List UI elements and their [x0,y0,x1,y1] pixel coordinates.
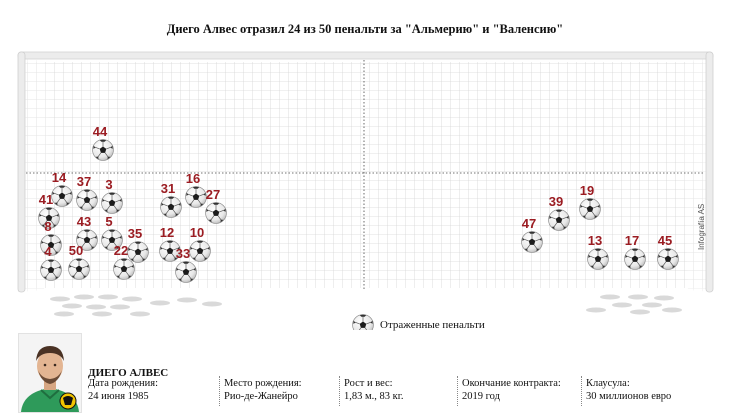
birth-date-label: Дата рождения: [88,378,159,389]
penalty-number-label: 45 [658,233,672,248]
soccer-ball-icon [51,185,73,207]
penalty-number-label: 44 [93,124,108,139]
soccer-ball-icon [68,258,90,280]
height-weight-label: Рост и вес: [344,378,393,389]
contract-end-label: Окончание контракта: [462,378,561,389]
penalty-ball-39: 39 [548,194,570,231]
penalty-ball-44: 44 [92,124,114,161]
soccer-ball-icon [185,186,207,208]
separator [339,376,341,406]
penalty-ball-10: 10 [189,225,211,262]
penalty-ball-45: 45 [657,233,679,270]
penalty-number-label: 35 [128,226,142,241]
penalty-ball-3: 3 [101,177,123,214]
penalty-ball-16: 16 [185,171,207,208]
credit-text: Infografía AS [697,203,706,250]
separator [219,376,221,406]
penalty-ball-33: 33 [175,246,197,283]
soccer-ball-icon [92,139,114,161]
penalty-ball-8: 8 [40,219,62,256]
penalty-number-label: 19 [580,183,594,198]
soccer-ball-icon [521,231,543,253]
release-clause-cell: Клаусула: 30 миллионов евро [586,377,671,403]
soccer-ball-icon [160,196,182,218]
soccer-ball-icon [548,209,570,231]
penalty-number-label: 41 [39,192,53,207]
penalty-ball-22: 22 [113,243,135,280]
separator [457,376,459,406]
separator [581,376,583,406]
release-clause-value: 30 миллионов евро [586,391,672,402]
penalty-number-label: 16 [186,171,200,186]
contract-end-value: 2019 год [462,391,500,402]
penalty-number-label: 10 [190,225,204,240]
penalty-number-label: 4 [44,244,52,259]
penalty-ball-12: 12 [159,225,181,262]
birth-date-value: 24 июня 1985 [88,391,149,402]
penalty-ball-19: 19 [579,183,601,220]
player-name: ДИЕГО АЛВЕС [88,367,169,379]
penalty-number-label: 12 [160,225,174,240]
penalty-ball-37: 37 [76,174,98,211]
soccer-ball-icon [40,259,62,281]
penalty-number-label: 8 [44,219,51,234]
penalty-number-label: 47 [522,216,536,231]
contract-end-cell: Окончание контракта: 2019 год [462,377,561,403]
penalty-ball-4: 4 [40,244,62,281]
soccer-ball-icon [175,261,197,283]
legend: Отраженные пенальти [352,314,485,336]
soccer-ball-icon [205,202,227,224]
penalty-number-label: 39 [549,194,563,209]
soccer-ball-icon [624,248,646,270]
soccer-ball-icon [127,241,149,263]
penalty-number-label: 50 [69,243,83,258]
penalty-number-label: 37 [77,174,91,189]
penalty-ball-41: 41 [38,192,60,229]
soccer-ball-icon [189,240,211,262]
player-photo [18,333,82,413]
penalty-number-label: 17 [625,233,639,248]
soccer-ball-icon [657,248,679,270]
penalty-ball-31: 31 [160,181,182,218]
penalty-ball-47: 47 [521,216,543,253]
penalty-ball-17: 17 [624,233,646,270]
release-clause-label: Клаусула: [586,378,630,389]
birth-place-label: Место рождения: [224,378,302,389]
penalty-number-label: 31 [161,181,175,196]
soccer-ball-icon [101,192,123,214]
penalty-ball-27: 27 [205,187,227,224]
penalty-number-label: 22 [114,243,128,258]
soccer-ball-icon [579,198,601,220]
player-bio: ДИЕГО АЛВЕС Дата рождения: 24 июня 1985 … [0,333,730,413]
soccer-ball-icon [76,189,98,211]
penalty-ball-14: 14 [51,170,73,207]
soccer-ball-icon [587,248,609,270]
birth-date-cell: Дата рождения: 24 июня 1985 [88,377,158,403]
penalty-ball-13: 13 [587,233,609,270]
chart-title: Диего Алвес отразил 24 из 50 пенальти за… [166,22,564,36]
penalty-number-label: 43 [77,214,91,229]
penalty-number-label: 5 [105,214,112,229]
legend-label: Отраженные пенальти [380,319,485,331]
penalty-ball-5: 5 [101,214,123,251]
penalty-number-label: 33 [176,246,190,261]
penalty-number-label: 13 [588,233,602,248]
birth-place-value: Рио-де-Жанейро [224,391,298,402]
penalty-ball-35: 35 [127,226,149,263]
height-weight-value: 1,83 м., 83 кг. [344,391,404,402]
penalty-number-label: 27 [206,187,220,202]
height-weight-cell: Рост и вес: 1,83 м., 83 кг. [344,377,404,403]
penalty-ball-43: 43 [76,214,98,251]
birth-place-cell: Место рождения: Рио-де-Жанейро [224,377,302,403]
penalty-ball-50: 50 [68,243,90,280]
penalty-number-label: 3 [105,177,112,192]
soccer-ball-icon [113,258,135,280]
penalty-number-label: 14 [52,170,67,185]
player-avatar-icon [21,346,79,412]
